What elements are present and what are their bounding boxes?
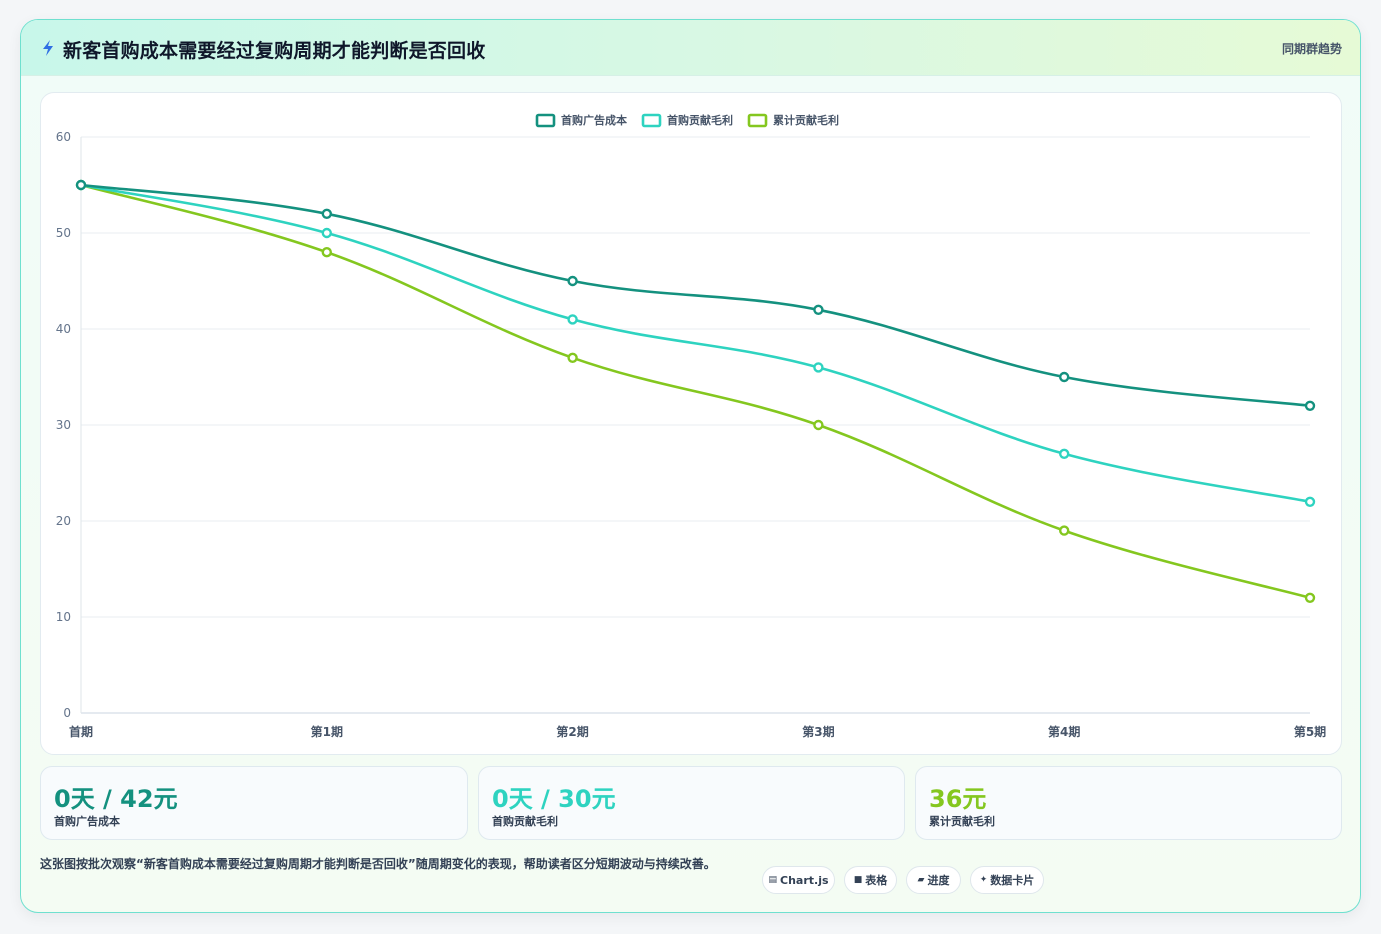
chart-icon: ▤	[768, 875, 777, 885]
stat-value: 0天 / 42元	[54, 785, 178, 813]
data-point	[321, 208, 332, 220]
tag-label: 表格	[865, 874, 888, 887]
x-tick-label: 第3期	[802, 724, 834, 739]
tag-label: Chart.js	[780, 873, 829, 887]
x-tick-label: 首期	[69, 724, 93, 739]
legend-swatch	[747, 113, 768, 128]
series-line	[80, 183, 1311, 600]
stat-card-ad-cost: 0天 / 42元 首购广告成本	[40, 766, 468, 840]
chart-card: 新客首购成本需要经过复购周期才能判断是否回收 同期群趋势 0 10 20 30 40 50…	[20, 19, 1361, 913]
tag-progress[interactable]: ▰ 进度	[906, 866, 961, 894]
y-tick-label: 20	[56, 514, 71, 528]
data-point	[567, 352, 578, 363]
data-point	[567, 314, 578, 325]
table-icon: ■	[853, 875, 863, 885]
progress-icon: ▰	[917, 875, 925, 885]
y-tick-label: 60	[56, 130, 71, 144]
data-point	[1304, 400, 1316, 411]
stat-label: 累计贡献毛利	[929, 815, 995, 828]
data-point	[1304, 592, 1316, 603]
trend-badge: 同期群趋势	[1281, 42, 1342, 56]
legend-label: 首购贡献毛利	[667, 113, 733, 127]
series-line	[80, 183, 1311, 408]
sparkle-icon: ✦	[979, 875, 988, 885]
x-tick-label: 第2期	[556, 724, 588, 739]
legend-label: 首购广告成本	[561, 113, 627, 127]
stat-value: 36元	[929, 785, 987, 813]
y-tick-label: 50	[56, 226, 71, 240]
data-point	[321, 227, 332, 239]
stat-cards: 0天 / 42元 首购广告成本 0天 / 30元 首购贡献毛利 36元 累计贡献…	[40, 766, 1342, 840]
y-tick-label: 0	[63, 706, 71, 720]
stat-value: 0天 / 30元	[492, 785, 616, 813]
data-point	[567, 275, 578, 287]
chart-panel: 0 10 20 30 40 50 60 首期 第1期 第2期 第3期 第4期 第5期 首购广告成本 首购贡献…	[40, 92, 1342, 755]
data-point	[1059, 525, 1070, 536]
tag-table[interactable]: ■ 表格	[844, 866, 897, 894]
y-tick-label: 40	[56, 322, 71, 336]
stat-label: 首购贡献毛利	[492, 815, 558, 828]
x-tick-label: 第5期	[1294, 724, 1326, 739]
data-point	[1304, 496, 1316, 507]
data-point	[813, 304, 824, 316]
page-title: 新客首购成本需要经过复购周期才能判断是否回收	[63, 40, 486, 62]
tag-label: 进度	[927, 874, 950, 887]
data-point	[321, 246, 332, 258]
line-chart: 0 10 20 30 40 50 60 首期 第1期 第2期 第3期 第4期 第5期 首购广告成本 首购贡献…	[56, 113, 1326, 739]
stat-label: 首购广告成本	[54, 815, 120, 828]
stat-card-first-margin: 0天 / 30元 首购贡献毛利	[478, 766, 905, 840]
legend-swatch	[641, 113, 662, 128]
series-line	[80, 183, 1311, 504]
tag-label: 数据卡片	[990, 874, 1035, 887]
tag-data-card[interactable]: ✦ 数据卡片	[970, 866, 1044, 894]
data-point	[1059, 371, 1070, 383]
data-point	[813, 419, 824, 431]
legend-swatch	[535, 113, 556, 128]
tag-chartjs[interactable]: ▤ Chart.js	[762, 866, 835, 894]
bolt-icon	[43, 40, 53, 56]
stat-card-cumulative-margin: 36元 累计贡献毛利	[915, 766, 1342, 840]
data-point	[1059, 448, 1070, 459]
chart-description: 这张图按批次观察“新客首购成本需要经过复购周期才能判断是否回收”随周期变化的表现…	[40, 857, 716, 871]
x-tick-label: 第4期	[1048, 724, 1080, 739]
data-point	[813, 362, 824, 373]
legend-label: 累计贡献毛利	[773, 113, 839, 127]
data-point	[75, 179, 87, 191]
x-tick-label: 第1期	[311, 724, 343, 739]
y-tick-label: 10	[56, 610, 71, 624]
y-tick-label: 30	[56, 418, 71, 432]
card-header: 新客首购成本需要经过复购周期才能判断是否回收 同期群趋势	[21, 20, 1360, 76]
